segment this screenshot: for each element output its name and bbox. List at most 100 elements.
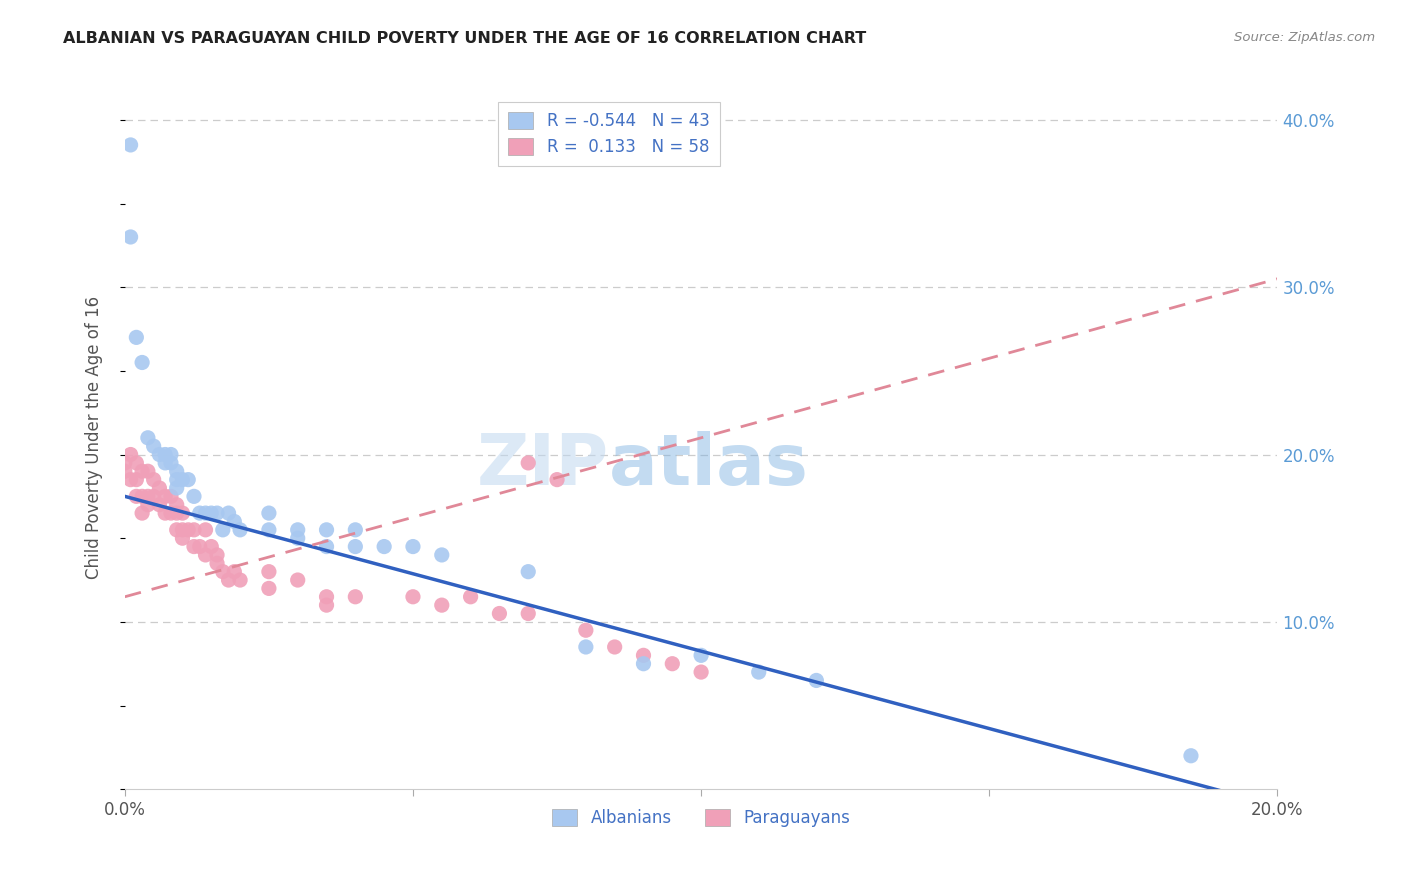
Point [120, 230, 142, 244]
Point [160, 456, 183, 470]
Point [224, 565, 246, 579]
Point [633, 648, 655, 663]
Text: ZIP: ZIP [477, 432, 609, 500]
Point [315, 590, 337, 604]
Point [120, 448, 142, 462]
Point [517, 456, 540, 470]
Point [287, 573, 309, 587]
Point [205, 548, 228, 562]
Point [517, 565, 540, 579]
Point [661, 657, 683, 671]
Point [402, 590, 425, 604]
Point [211, 565, 233, 579]
Point [200, 540, 222, 554]
Y-axis label: Child Poverty Under the Age of 16: Child Poverty Under the Age of 16 [86, 296, 103, 579]
Point [166, 473, 188, 487]
Point [153, 456, 176, 470]
Point [136, 431, 159, 445]
Point [344, 540, 367, 554]
Point [153, 506, 176, 520]
Point [460, 590, 482, 604]
Point [172, 473, 194, 487]
Point [224, 515, 246, 529]
Point [131, 464, 153, 478]
Point [160, 489, 183, 503]
Point [218, 573, 240, 587]
Point [488, 607, 510, 621]
Point [517, 607, 540, 621]
Point [690, 665, 713, 679]
Point [172, 531, 194, 545]
Point [125, 473, 148, 487]
Legend: Albanians, Paraguayans: Albanians, Paraguayans [546, 802, 856, 834]
Point [205, 506, 228, 520]
Point [315, 540, 337, 554]
Point [287, 523, 309, 537]
Point [315, 523, 337, 537]
Point [546, 473, 568, 487]
Point [603, 640, 626, 654]
Point [690, 648, 713, 663]
Point [257, 506, 280, 520]
Point [114, 456, 136, 470]
Point [257, 582, 280, 596]
Point [120, 137, 142, 152]
Point [430, 548, 453, 562]
Point [160, 506, 183, 520]
Point [166, 481, 188, 495]
Point [575, 640, 598, 654]
Point [136, 464, 159, 478]
Point [148, 481, 170, 495]
Point [153, 489, 176, 503]
Point [120, 473, 142, 487]
Point [430, 598, 453, 612]
Point [114, 464, 136, 478]
Point [633, 657, 655, 671]
Point [229, 573, 252, 587]
Point [166, 506, 188, 520]
Point [257, 565, 280, 579]
Point [344, 590, 367, 604]
Point [373, 540, 395, 554]
Text: Source: ZipAtlas.com: Source: ZipAtlas.com [1234, 31, 1375, 45]
Point [177, 523, 200, 537]
Point [166, 498, 188, 512]
Point [166, 464, 188, 478]
Point [131, 355, 153, 369]
Point [229, 523, 252, 537]
Text: ALBANIAN VS PARAGUAYAN CHILD POVERTY UNDER THE AGE OF 16 CORRELATION CHART: ALBANIAN VS PARAGUAYAN CHILD POVERTY UND… [63, 31, 866, 46]
Point [172, 506, 194, 520]
Point [257, 523, 280, 537]
Point [160, 448, 183, 462]
Point [148, 498, 170, 512]
Point [806, 673, 828, 688]
Point [194, 506, 217, 520]
Point [218, 506, 240, 520]
Point [136, 489, 159, 503]
Point [131, 506, 153, 520]
Point [1180, 748, 1202, 763]
Point [172, 523, 194, 537]
Point [194, 548, 217, 562]
Point [125, 489, 148, 503]
Point [748, 665, 770, 679]
Point [142, 439, 165, 453]
Point [153, 448, 176, 462]
Point [211, 523, 233, 537]
Point [188, 540, 211, 554]
Point [183, 523, 205, 537]
Text: atlas: atlas [609, 432, 808, 500]
Point [148, 448, 170, 462]
Point [315, 598, 337, 612]
Point [344, 523, 367, 537]
Point [177, 473, 200, 487]
Point [142, 489, 165, 503]
Point [402, 540, 425, 554]
Point [136, 498, 159, 512]
Point [200, 506, 222, 520]
Point [575, 624, 598, 638]
Point [205, 557, 228, 571]
Point [194, 523, 217, 537]
Point [142, 473, 165, 487]
Point [183, 540, 205, 554]
